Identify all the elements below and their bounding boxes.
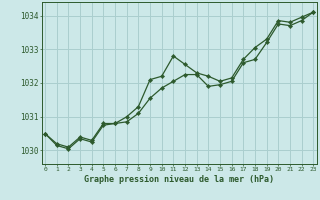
X-axis label: Graphe pression niveau de la mer (hPa): Graphe pression niveau de la mer (hPa)	[84, 175, 274, 184]
